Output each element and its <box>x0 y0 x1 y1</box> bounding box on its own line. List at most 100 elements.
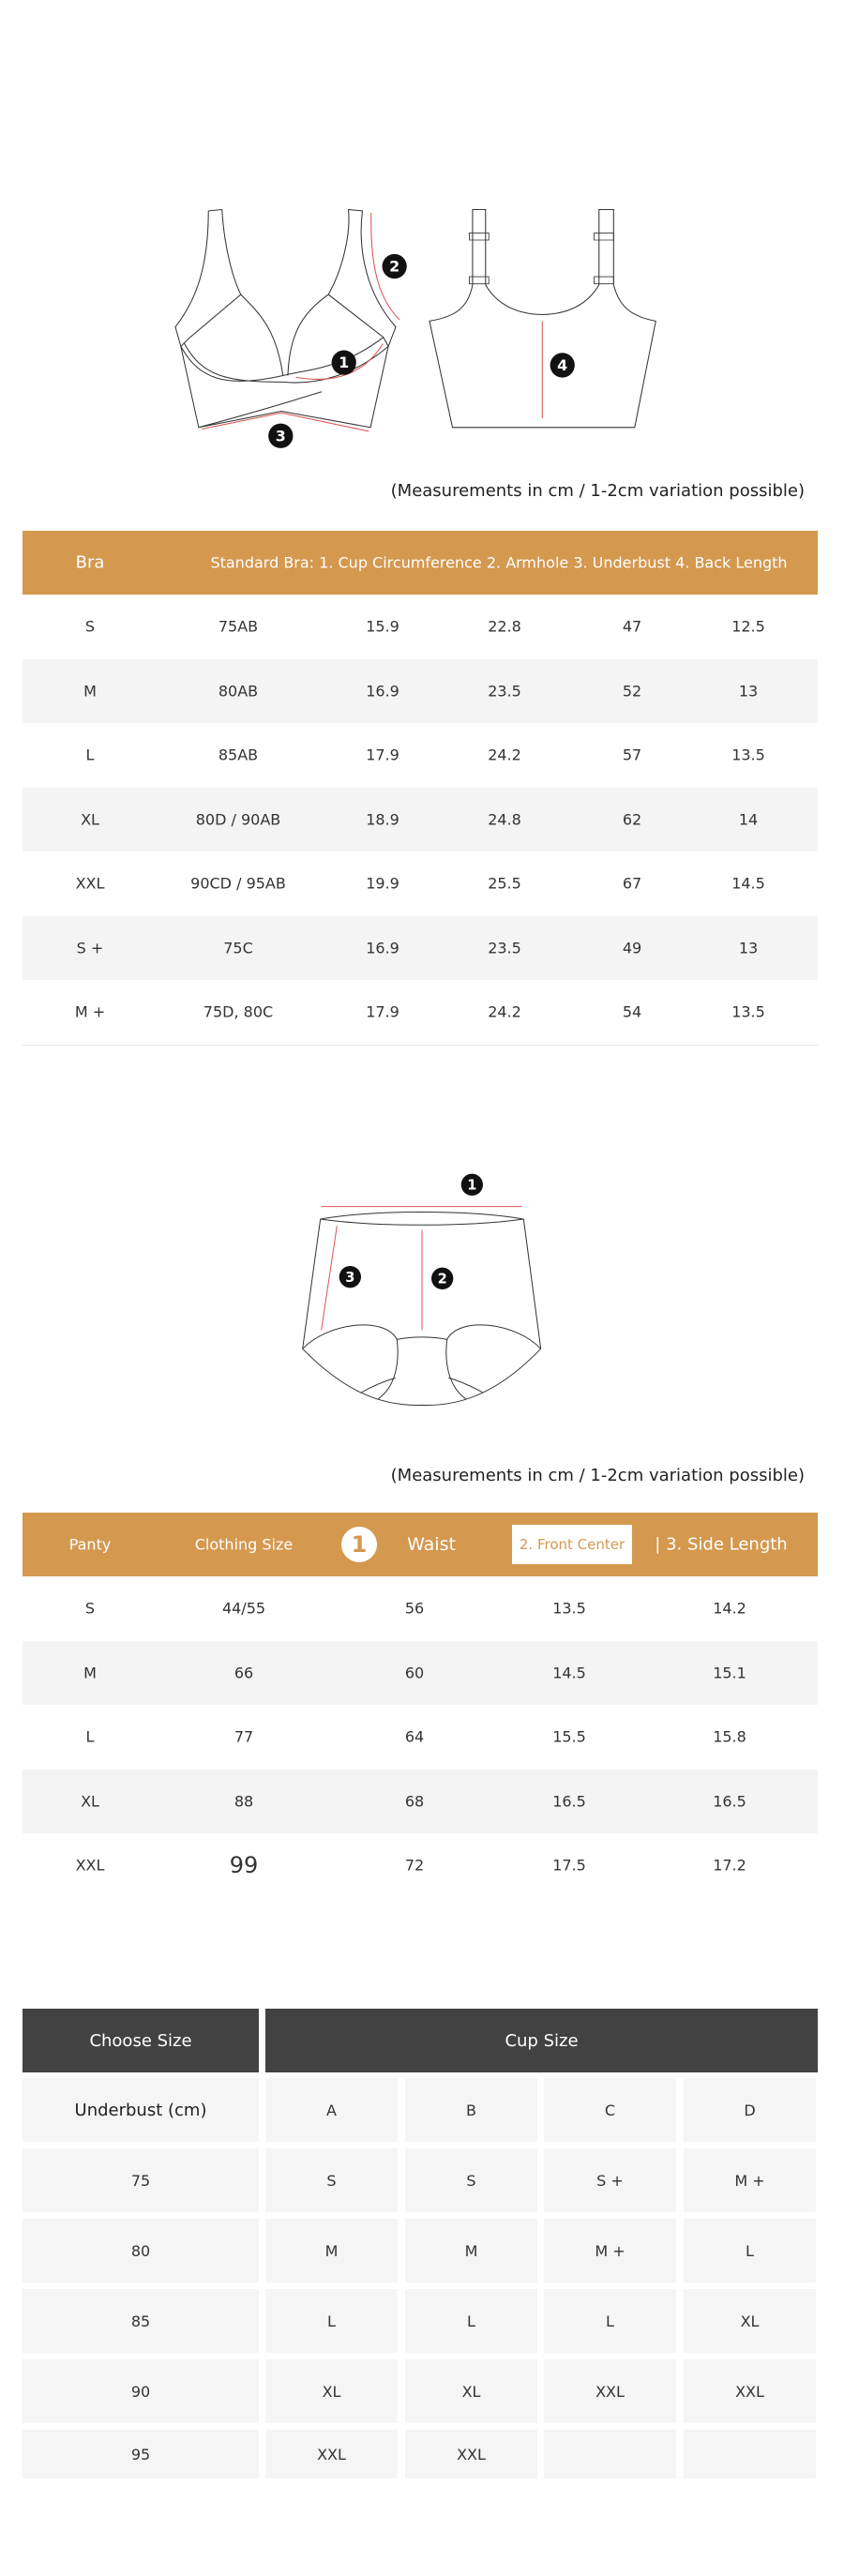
bra-cell: 19.9 <box>366 874 399 893</box>
bra-cell: 85AB <box>218 746 259 764</box>
size-cell: M + <box>684 2148 816 2212</box>
panty-table-row: XXL 99 72 17.5 17.2 <box>23 1833 818 1898</box>
underbust-value: 80 <box>23 2219 259 2282</box>
marker-1: 1 <box>331 350 356 375</box>
bra-cell: 62 <box>622 810 642 829</box>
bra-table-row: M 80AB 16.9 23.5 52 13 <box>23 658 818 723</box>
svg-text:4: 4 <box>557 356 567 374</box>
bra-table-row: XXL 90CD / 95AB 19.9 25.5 67 14.5 <box>23 851 818 916</box>
bra-cell: S + <box>76 939 104 957</box>
underbust-value: 95 <box>23 2430 259 2478</box>
panty-cell: 64 <box>404 1727 425 1746</box>
size-cell <box>544 2430 676 2478</box>
size-cell: L <box>265 2289 398 2353</box>
marker-2: 2 <box>382 253 407 279</box>
cup-letter-b: B <box>405 2078 537 2142</box>
bra-cell: 23.5 <box>488 939 521 957</box>
svg-text:2: 2 <box>389 258 399 276</box>
bra-cell: 14 <box>738 810 759 829</box>
bra-cell: 12.5 <box>731 617 765 636</box>
size-cell: XXL <box>265 2430 398 2478</box>
bra-cell: 24.2 <box>488 1002 521 1021</box>
bra-cell: 17.9 <box>366 1002 399 1021</box>
panty-cell: 13.5 <box>552 1599 586 1618</box>
bra-cell: M + <box>74 1002 106 1021</box>
bra-cell: 54 <box>622 1002 642 1021</box>
size-cell: XXL <box>684 2359 816 2423</box>
bra-cell: 24.2 <box>488 746 521 764</box>
bra-cell: 18.9 <box>366 810 399 829</box>
panty-cell: XL <box>81 1792 99 1811</box>
size-cell: S <box>265 2148 398 2212</box>
cup-letter-d: D <box>684 2078 816 2142</box>
bra-cell: 13 <box>738 682 759 700</box>
size-cell: S + <box>544 2148 676 2212</box>
panty-table-row: XL 88 68 16.5 16.5 <box>23 1769 818 1833</box>
svg-text:1: 1 <box>339 354 349 371</box>
bra-header-label: Bra <box>75 552 105 573</box>
bra-cell: 67 <box>622 874 642 893</box>
size-cell: XL <box>405 2359 537 2423</box>
cup-letter-c: C <box>544 2078 676 2142</box>
svg-text:3: 3 <box>276 427 286 444</box>
waist-marker-icon: 1 <box>341 1527 377 1562</box>
panty-cell: 17.5 <box>552 1856 586 1875</box>
bra-table-row: S 75AB 15.9 22.8 47 12.5 <box>23 595 818 659</box>
panty-table-row: M 66 60 14.5 15.1 <box>23 1640 818 1705</box>
table-divider <box>23 1044 818 1046</box>
underbust-value: 90 <box>23 2359 259 2423</box>
panty-table-row: S 44/55 56 13.5 14.2 <box>23 1576 818 1641</box>
marker-1: 1 <box>460 1173 483 1196</box>
bra-table-header: Bra Standard Bra: 1. Cup Circumference 2… <box>23 531 818 595</box>
bra-cell: 16.9 <box>366 939 399 957</box>
cup-size-header: Cup Size <box>265 2009 818 2072</box>
bra-cell: XL <box>81 810 99 829</box>
bra-measurement-diagram: 1 2 3 4 <box>174 208 656 448</box>
bra-cell: 13.5 <box>731 746 765 764</box>
choose-size-header: Choose Size <box>23 2009 259 2072</box>
size-cell: S <box>405 2148 537 2212</box>
panty-cell: 17.2 <box>713 1856 746 1875</box>
size-cell: L <box>544 2289 676 2353</box>
panty-cell: XXL <box>75 1856 105 1875</box>
cup-letter-a: A <box>265 2078 398 2142</box>
marker-3: 3 <box>339 1266 361 1288</box>
size-cell: XXL <box>544 2359 676 2423</box>
svg-text:3: 3 <box>345 1270 354 1286</box>
bra-table-row: L 85AB 17.9 24.2 57 13.5 <box>23 723 818 788</box>
panty-cell: 60 <box>404 1664 425 1682</box>
size-cell: M <box>265 2219 398 2282</box>
panty-cell: L <box>85 1727 95 1746</box>
underbust-value: 85 <box>23 2289 259 2353</box>
panty-measurement-diagram: 1 2 3 <box>302 1173 542 1406</box>
panty-cell: 56 <box>404 1599 425 1618</box>
bra-cell: 90CD / 95AB <box>190 874 286 893</box>
panty-cell: 44/55 <box>221 1599 266 1618</box>
bra-cell: 17.9 <box>366 746 399 764</box>
bra-cell: 25.5 <box>488 874 521 893</box>
bra-cell: 14.5 <box>731 874 765 893</box>
size-cell <box>684 2430 816 2478</box>
bra-cell: 22.8 <box>488 617 521 636</box>
panty-table-header: Panty Clothing Size 1 Waist 2. Front Cen… <box>23 1513 818 1576</box>
marker-3: 3 <box>268 423 294 448</box>
underbust-value: 75 <box>23 2148 259 2212</box>
panty-cell: 77 <box>234 1727 254 1746</box>
underbust-header: Underbust (cm) <box>23 2078 259 2142</box>
marker-4: 4 <box>550 353 575 378</box>
panty-cell: 88 <box>234 1792 254 1811</box>
bra-header-description: Standard Bra: 1. Cup Circumference 2. Ar… <box>210 553 788 572</box>
size-cell: XXL <box>405 2430 537 2478</box>
bra-cell: 52 <box>622 682 642 700</box>
panty-cell: 14.2 <box>713 1599 746 1618</box>
panty-cell: S <box>84 1599 96 1618</box>
bra-cell: 80D / 90AB <box>195 810 281 829</box>
size-cell: M <box>405 2219 537 2282</box>
bra-cell: 13 <box>738 939 759 957</box>
size-cell: M + <box>544 2219 676 2282</box>
panty-cell: 14.5 <box>552 1664 586 1682</box>
bra-cell: M <box>83 682 97 700</box>
bra-cell: 75C <box>223 939 253 957</box>
bra-cell: 24.8 <box>488 810 521 829</box>
clothing-size-header: Clothing Size <box>194 1535 294 1554</box>
